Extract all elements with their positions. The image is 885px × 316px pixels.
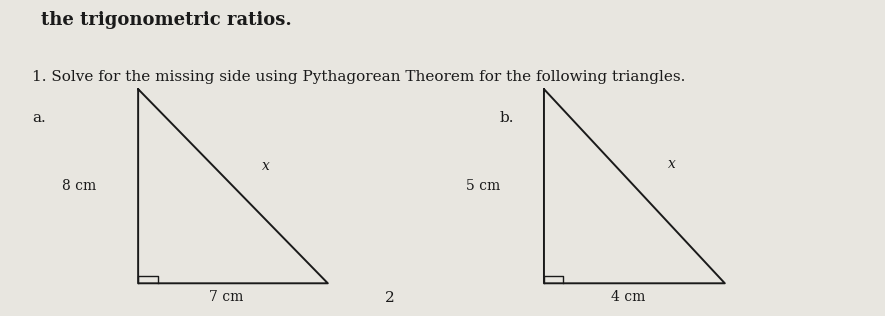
Text: 4 cm: 4 cm <box>611 290 645 304</box>
Text: a.: a. <box>32 111 46 125</box>
Text: 7 cm: 7 cm <box>209 290 243 304</box>
Text: x: x <box>262 159 270 173</box>
Text: 2: 2 <box>385 291 395 305</box>
Text: 8 cm: 8 cm <box>63 179 96 193</box>
Text: 5 cm: 5 cm <box>466 179 500 193</box>
Text: 1. Solve for the missing side using Pythagorean Theorem for the following triang: 1. Solve for the missing side using Pyth… <box>32 70 686 84</box>
Text: the trigonometric ratios.: the trigonometric ratios. <box>41 11 292 29</box>
Text: x: x <box>667 157 675 171</box>
Text: b.: b. <box>500 111 514 125</box>
